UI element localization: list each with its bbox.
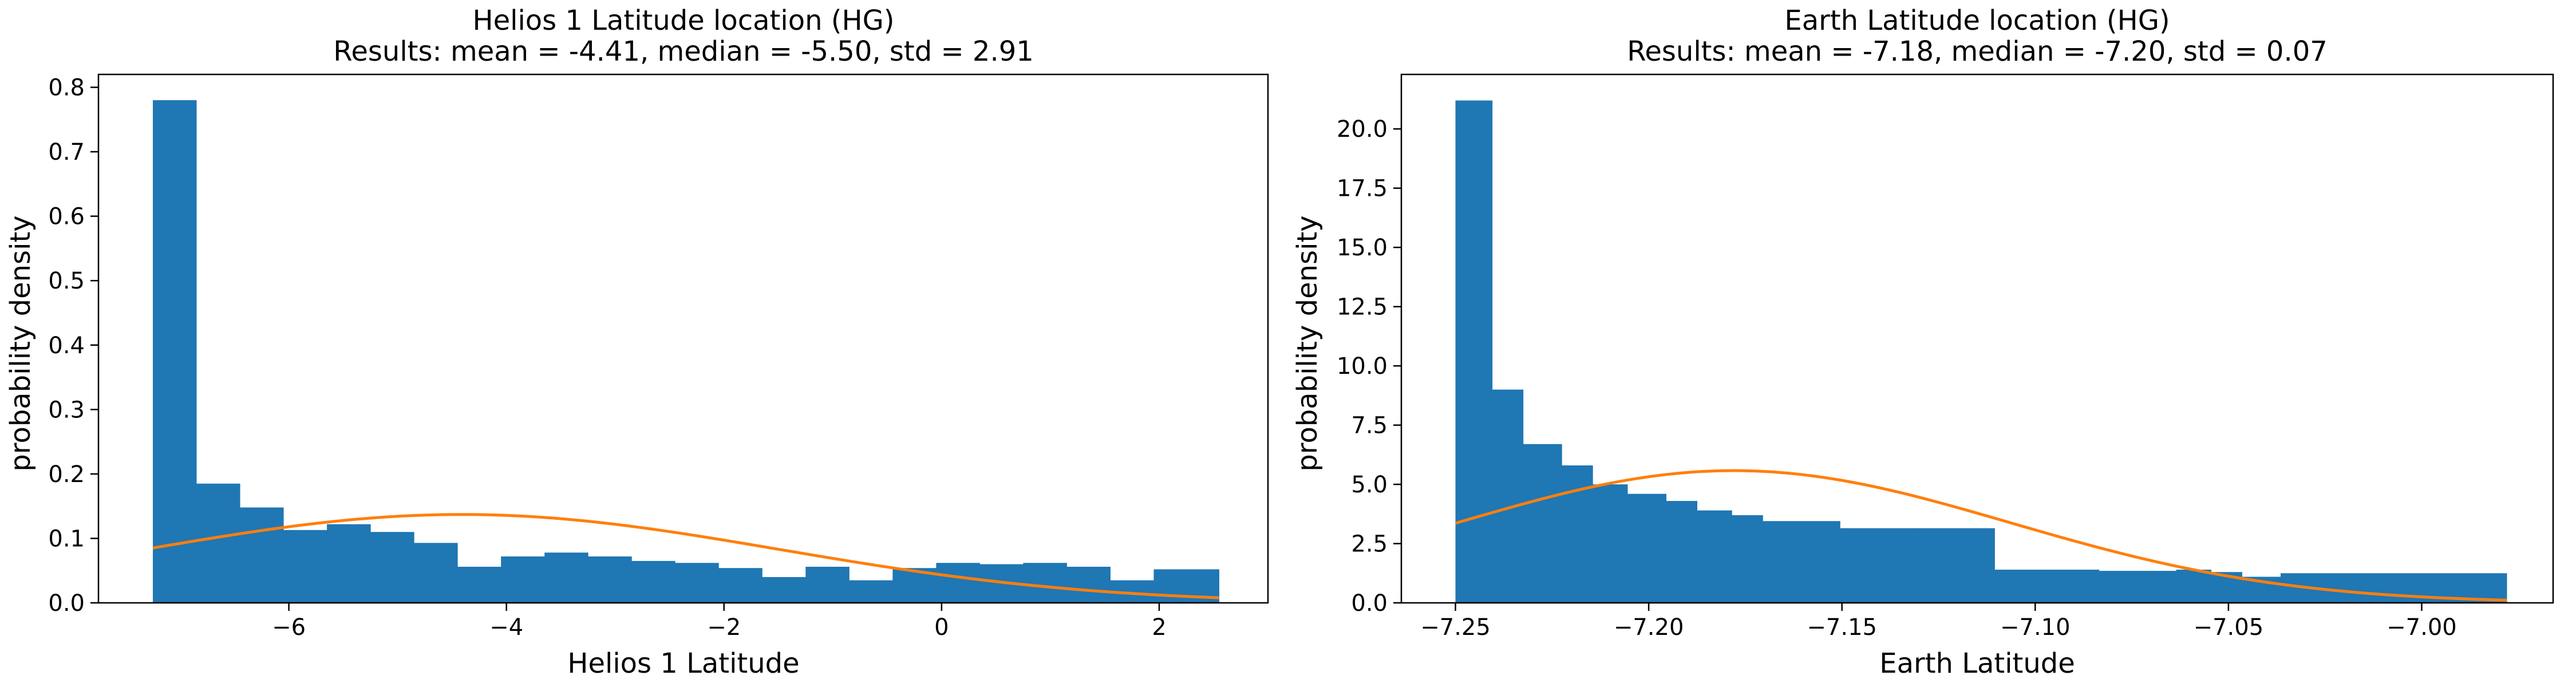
histogram-bar (1562, 465, 1593, 603)
histogram-bar (762, 577, 806, 603)
histogram-bar (2176, 570, 2211, 603)
histogram-bar (1732, 515, 1763, 603)
normal-fit-curve (152, 513, 1219, 599)
chart-subtitle: Results: mean = -4.41, median = -5.50, s… (333, 35, 1034, 68)
y-axis: 0.0 2.5 5.0 7.5 10.0 12.5 15.0 17.5 20.0 (1337, 116, 1401, 617)
y-tick-label: 20.0 (1337, 116, 1388, 143)
normal-fit-curve (1455, 469, 2507, 602)
histogram-bar (327, 524, 371, 603)
histogram-bar (718, 568, 762, 603)
histogram-bar (370, 532, 414, 603)
x-axis-label: Earth Latitude (1879, 647, 2075, 680)
x-tick-label: −7.05 (2194, 614, 2264, 641)
y-tick-label: 0.3 (48, 397, 85, 423)
histogram-bar (196, 483, 240, 603)
histogram-bar (1666, 501, 1698, 603)
y-tick-label: 0.4 (48, 333, 85, 359)
x-tick-label: −4 (489, 614, 523, 641)
histogram-bar (1994, 570, 2100, 603)
histogram-bar (1627, 493, 1666, 603)
x-axis: −6 −4 −2 0 2 (272, 603, 1167, 641)
x-tick-label: −7.25 (1420, 614, 1491, 641)
y-tick-label: 10.0 (1337, 353, 1388, 380)
y-axis-label: probability density (5, 215, 37, 471)
histogram-bar (1840, 528, 1916, 603)
histogram-bar (1697, 510, 1732, 603)
y-tick-label: 2.5 (1351, 531, 1388, 558)
y-tick-label: 0.5 (48, 268, 85, 294)
histogram-bar (1066, 566, 1111, 603)
histogram-bar (240, 507, 284, 603)
histogram-bar (631, 560, 675, 603)
histogram-bar (936, 563, 980, 603)
x-tick-label: 0 (934, 614, 949, 641)
histogram-bar (588, 556, 632, 603)
histogram-bar (1803, 521, 1840, 603)
histogram-bar (805, 566, 850, 603)
histogram-bar (1455, 100, 1493, 603)
x-tick-label: −6 (272, 614, 306, 641)
plot-frame (97, 73, 1269, 604)
y-tick-label: 17.5 (1337, 176, 1388, 202)
plot-frame (1400, 73, 2554, 604)
chart-title: Earth Latitude location (HG) (1784, 5, 2170, 37)
y-tick-label: 0.0 (1351, 590, 1388, 617)
x-tick-label: −7.20 (1614, 614, 1684, 641)
y-tick-label: 0.2 (48, 461, 85, 488)
y-axis-label: probability density (1291, 215, 1323, 471)
y-tick-label: 0.1 (48, 526, 85, 552)
x-tick-label: −7.10 (2000, 614, 2071, 641)
x-axis-label: Helios 1 Latitude (567, 647, 799, 680)
y-tick-label: 7.5 (1351, 413, 1388, 439)
histogram-bar (544, 552, 588, 603)
histogram-bar (501, 556, 545, 603)
histogram-bar (1915, 528, 1995, 603)
y-axis: 0.0 0.1 0.2 0.3 0.4 0.5 0.6 0.7 0.8 (48, 75, 98, 617)
x-tick-label: 2 (1152, 614, 1166, 641)
histogram-bar (675, 563, 719, 603)
chart-title: Helios 1 Latitude location (HG) (473, 5, 895, 37)
y-tick-label: 12.5 (1337, 294, 1388, 321)
histogram-bar (283, 530, 327, 603)
y-tick-label: 0.0 (48, 590, 85, 617)
earth-latitude-chart: Earth Latitude location (HG) Results: me… (1291, 5, 2554, 680)
y-tick-label: 15.0 (1337, 235, 1388, 261)
histogram-bar (1492, 389, 1524, 603)
histogram-bar (1023, 563, 1067, 603)
histogram-bar (457, 566, 501, 603)
x-axis: −7.25 −7.20 −7.15 −7.10 −7.05 −7.00 (1420, 603, 2457, 641)
y-tick-label: 0.7 (48, 139, 85, 165)
helios-latitude-chart: Helios 1 Latitude location (HG) Results:… (5, 5, 1269, 680)
histogram-bar (1523, 444, 1562, 603)
histogram-bar (414, 543, 458, 603)
chart-subtitle: Results: mean = -7.18, median = -7.20, s… (1627, 35, 2328, 68)
histogram-bar (849, 580, 893, 603)
histogram-bar (2099, 571, 2177, 603)
histogram-bar (1763, 521, 1804, 603)
x-tick-label: −7.00 (2387, 614, 2457, 641)
y-tick-label: 5.0 (1351, 472, 1388, 498)
x-tick-label: −2 (707, 614, 741, 641)
y-tick-label: 0.8 (48, 75, 85, 101)
histogram-bar (1593, 484, 1628, 603)
x-tick-label: −7.15 (1807, 614, 1877, 641)
y-tick-label: 0.6 (48, 204, 85, 230)
histogram-bars (153, 100, 1219, 603)
histogram-bar (153, 100, 197, 603)
